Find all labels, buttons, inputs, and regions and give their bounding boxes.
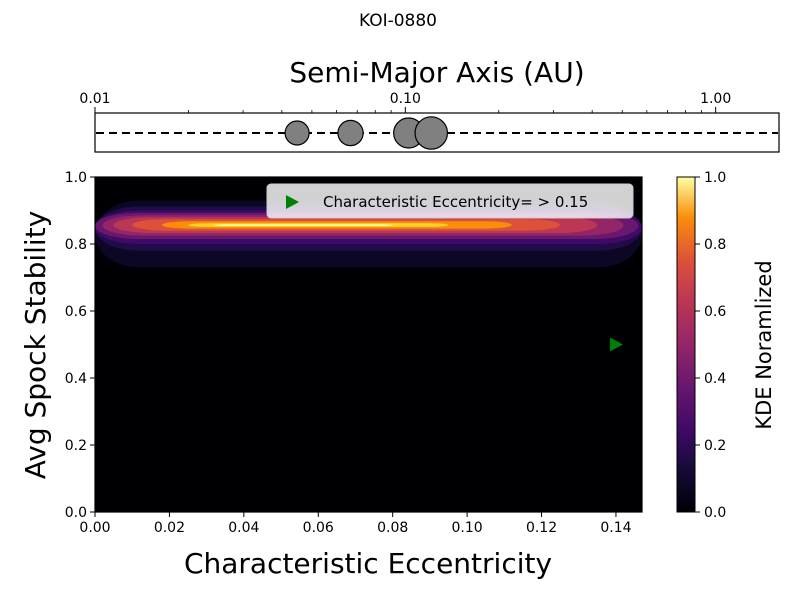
y-tick-label: 1.0 — [65, 170, 87, 186]
x-tick-label: 0.06 — [303, 520, 334, 536]
y-axis-label: Avg Spock Stability — [19, 211, 52, 480]
planet-circle — [337, 119, 364, 147]
colorbar-gradient — [676, 176, 696, 513]
colorbar-tick-label: 0.6 — [704, 304, 726, 320]
colorbar-tick-label: 0.4 — [704, 371, 726, 387]
density-contours — [95, 200, 642, 268]
orbit-tick-label: 0.01 — [79, 91, 110, 107]
heatmap-panel: 0.00 0.02 0.04 0.06 0.08 0.10 0.12 0.14 0.0 0.2 0.… — [19, 170, 643, 580]
y-tick-label: 0.8 — [65, 237, 87, 253]
orbit-tick-label: 0.10 — [390, 91, 421, 107]
x-tick-label: 0.10 — [452, 520, 483, 536]
y-tick-label: 0.6 — [65, 304, 87, 320]
planet-circle — [284, 120, 310, 146]
orbit-frame — [94, 112, 780, 153]
x-tick-label: 0.00 — [79, 520, 110, 536]
heatmap-ticks: 0.00 0.02 0.04 0.06 0.08 0.10 0.12 0.14 0.0 0.2 0.… — [65, 170, 632, 536]
x-tick-label: 0.04 — [228, 520, 259, 536]
legend-label: Characteristic Eccentricity= > 0.15 — [323, 193, 588, 211]
marker-triangle — [609, 337, 623, 352]
planet-markers — [284, 116, 449, 150]
colorbar-tick-label: 1.0 — [704, 170, 726, 186]
colorbar-tick-label: 0.2 — [704, 438, 726, 454]
figure-title: KOI-0880 — [359, 11, 437, 31]
colorbar-tick-label: 0.8 — [704, 237, 726, 253]
orbit-tick-label: 1.00 — [700, 91, 731, 107]
x-tick-label: 0.08 — [377, 520, 408, 536]
eccentricity-marker — [609, 337, 623, 352]
colorbar: 0.0 0.2 0.4 0.6 0.8 1.0 KDE Noramlized — [676, 170, 776, 521]
orbit-panel: Semi-Major Axis (AU) 0.01 0.10 1.00 — [79, 56, 780, 153]
y-tick-label: 0.4 — [65, 371, 87, 387]
x-tick-label: 0.14 — [600, 520, 631, 536]
orbit-ticks: 0.01 0.10 1.00 — [79, 91, 731, 113]
orbit-axis-label: Semi-Major Axis (AU) — [289, 56, 584, 89]
colorbar-ticks: 0.0 0.2 0.4 0.6 0.8 1.0 — [695, 170, 726, 521]
colorbar-tick-label: 0.0 — [704, 505, 726, 521]
y-tick-label: 0.2 — [65, 438, 87, 454]
x-tick-label: 0.12 — [526, 520, 557, 536]
legend: Characteristic Eccentricity= > 0.15 — [266, 183, 634, 219]
x-axis-label: Characteristic Eccentricity — [184, 547, 552, 580]
heatmap-frame — [94, 176, 643, 513]
x-tick-label: 0.02 — [154, 520, 185, 536]
legend-marker — [286, 195, 299, 209]
legend-box — [266, 183, 634, 219]
density-level — [214, 224, 393, 226]
planet-circle — [414, 116, 449, 150]
y-tick-label: 0.0 — [65, 505, 87, 521]
colorbar-label: KDE Noramlized — [752, 260, 776, 429]
